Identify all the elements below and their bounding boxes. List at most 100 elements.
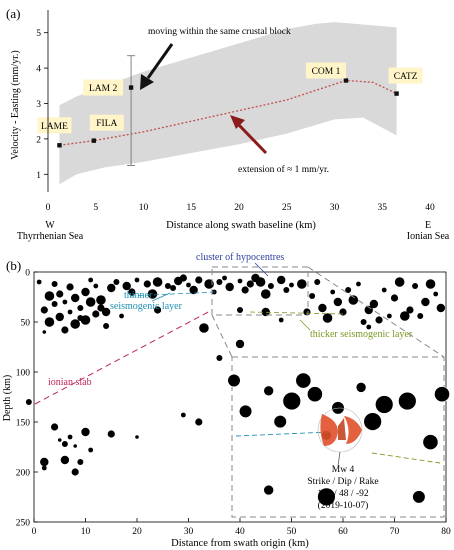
hypocentre-point <box>412 283 419 289</box>
hypocentre-point <box>369 299 379 309</box>
hypocentre-point <box>88 277 94 283</box>
depth-tick-label: 50 <box>21 319 31 329</box>
hypocentre-point <box>417 313 424 319</box>
hypocentre-point <box>345 287 352 293</box>
hypocentre-point <box>55 312 64 322</box>
hypocentre-point <box>360 319 367 325</box>
hypocentre-point <box>60 455 70 465</box>
beachball-right-lobe <box>344 416 362 444</box>
inset-hypocentre-point <box>263 484 274 496</box>
distance-tick-label: 70 <box>390 527 400 537</box>
station-label-box <box>83 79 124 96</box>
x-tick-label: 15 <box>187 203 197 213</box>
velocity-trend-line <box>59 79 397 146</box>
distance-tick-label: 0 <box>32 527 37 537</box>
hypocentre-point <box>235 339 245 349</box>
west-direction: W <box>45 220 55 231</box>
hypocentre-point <box>222 275 227 281</box>
hypocentre-point <box>283 287 290 293</box>
x-tick-label: 30 <box>330 203 340 213</box>
hypocentre-point <box>180 412 186 418</box>
inset-thicker-line <box>371 452 441 464</box>
inset-hypocentre-point <box>355 382 367 393</box>
hypocentre-point <box>225 282 234 292</box>
station-label: LAM 2 <box>89 84 117 94</box>
hypocentre-point <box>96 295 106 305</box>
hypocentre-point <box>241 286 249 294</box>
mech-date: (2019-10-07) <box>318 500 369 511</box>
thicker-label: thicker seismogenic layer <box>310 329 413 340</box>
inset-zoom: Mw 4 Strike / Dip / Rake 199 / 48 / -92 … <box>227 356 450 518</box>
hypocentre-point <box>103 323 110 329</box>
hypocentre-point <box>25 399 32 405</box>
hypocentre-point <box>237 278 243 284</box>
distance-tick-label: 20 <box>132 527 142 537</box>
annotation-extension: extension of ≈ 1 mm/yr. <box>238 164 329 175</box>
depth-tick-label: 0 <box>25 269 30 279</box>
hypocentre-point <box>152 277 163 287</box>
x-tick-label: 25 <box>282 203 292 213</box>
panel-a-x-label: Distance along swath baseline (km) <box>166 220 316 231</box>
beachball-center <box>338 418 346 440</box>
hypocentre-point <box>40 457 49 467</box>
distance-tick-label: 80 <box>441 527 451 537</box>
mech-magnitude: Mw 4 <box>332 465 355 475</box>
hypocentre-point <box>339 308 347 316</box>
x-tick-label: 5 <box>93 203 98 213</box>
hypocentre-point <box>406 306 414 314</box>
y-tick-label: 3 <box>36 100 41 110</box>
hypocentre-point <box>143 280 151 288</box>
inset-hypocentre-point <box>375 395 394 414</box>
panel-a-plot: 1 2 3 4 5 0 5 10 15 20 25 30 35 40 LAME FILA LAM 2 COM 1… <box>36 22 435 213</box>
hypocentre-point <box>128 288 136 296</box>
hypocentre-point <box>237 307 243 313</box>
east-sea-label: Ionian Sea <box>407 231 450 242</box>
inset-hypocentre-point <box>412 490 426 504</box>
distance-tick-label: 30 <box>184 527 194 537</box>
inset-hypocentre-point <box>317 487 336 507</box>
hypocentre-point <box>85 297 96 307</box>
hypocentre-point <box>189 285 198 295</box>
hypocentre-point <box>164 283 171 289</box>
hypocentre-point <box>147 289 158 299</box>
hypocentre-point <box>92 310 100 318</box>
beachball-left-lobe <box>320 414 338 446</box>
inset-hypocentre-point <box>306 386 323 403</box>
beachball-pointer <box>337 451 341 467</box>
east-direction: E <box>425 220 431 231</box>
hypocentre-point <box>390 294 399 302</box>
hypocentre-point <box>170 285 177 291</box>
hypocentre-point <box>56 290 64 298</box>
hypocentre-point <box>113 279 120 285</box>
hypocentre-point <box>195 418 203 426</box>
inset-hypocentre-point <box>227 373 241 388</box>
distance-tick-label: 50 <box>287 527 297 537</box>
zoom-connector-right <box>307 266 445 358</box>
hypocentre-point <box>289 282 294 288</box>
hypocentre-point <box>278 317 284 323</box>
y-tick-label: 4 <box>36 65 41 75</box>
arrow-same-block-shaft <box>146 43 174 79</box>
hypocentre-point <box>134 277 140 283</box>
hypocentre-point <box>70 319 80 329</box>
hypocentre-point <box>66 283 74 291</box>
hypocentre-point <box>267 283 274 289</box>
distance-tick-label: 10 <box>81 527 91 537</box>
inset-hypocentre-point <box>422 434 439 451</box>
hypocentre-point <box>277 275 286 285</box>
x-tick-label: 0 <box>46 203 51 213</box>
hypocentre-point <box>199 323 209 333</box>
thicker-pointer <box>299 319 311 331</box>
hypocentre-point <box>260 289 271 299</box>
hypocentre-point <box>314 279 321 285</box>
hypocentre-point <box>44 291 55 301</box>
hypocentre-point <box>216 355 223 361</box>
hypocentre-point <box>425 279 436 289</box>
hypocentre-point <box>433 291 439 297</box>
hypocentre-point <box>318 303 327 313</box>
hypocentre-point <box>61 326 69 334</box>
hypocentre-point <box>400 311 410 321</box>
hypocentre-point <box>261 307 270 317</box>
arrow-extension-shaft <box>236 122 268 155</box>
